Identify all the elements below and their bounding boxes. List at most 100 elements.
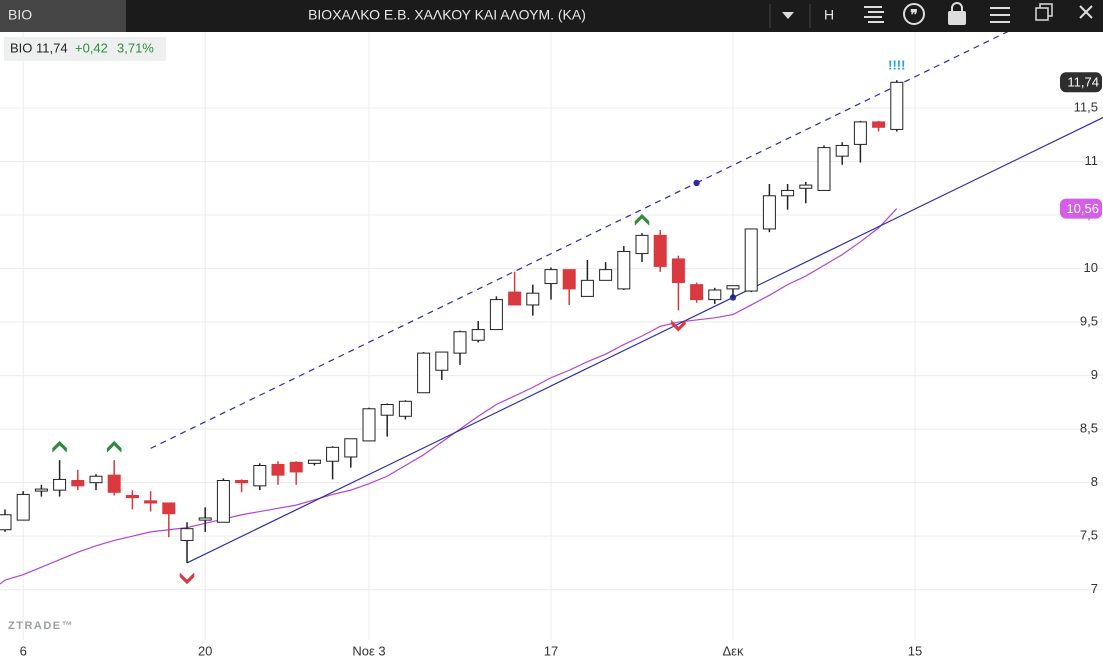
y-tick-label: 8,5 [1080,421,1098,436]
quote-button[interactable] [903,3,925,25]
candle-body [235,480,249,484]
candle-body [508,291,522,306]
candle-body [817,147,831,191]
y-tick-label: 7,5 [1080,528,1098,543]
candle-body [180,528,194,541]
candle-body [162,502,176,515]
candle-body [690,284,704,301]
y-tick-label: 10 [1084,260,1098,275]
annotation: !!!! [888,58,905,73]
y-tick-label: 11,5 [1074,99,1098,114]
candle-body [453,331,467,354]
trendline-extension [696,32,1009,184]
candle-body [107,474,121,493]
lock-button[interactable] [948,2,966,25]
candle-body [890,81,904,130]
quote-icon: ❞ [910,7,918,23]
candle-body [53,478,67,491]
candle-body [380,404,394,416]
candle-body [762,195,776,230]
candle-body [726,285,740,290]
hamburger-button[interactable] [990,7,1010,23]
symbol-tab[interactable] [0,0,126,32]
menu-lines-button[interactable] [864,6,884,23]
y-tick-label: 7 [1091,581,1098,596]
candle-body [580,279,594,297]
candle-body [71,480,85,487]
candle-body [34,488,48,492]
x-tick-label: 15 [908,643,922,658]
x-tick-label: 6 [20,643,27,658]
candle-body [16,493,30,521]
trendline-extension [732,116,1103,299]
candle-body [799,184,813,189]
candle-body [471,329,485,341]
candle-body [671,258,685,283]
x-tick-label: Δεκ [723,643,744,658]
candle-body [617,250,631,290]
sell-signal [179,572,195,585]
quote-change-pct: 3,71% [117,40,154,55]
y-tick-label: 9,5 [1080,314,1098,329]
candle-body [253,465,267,487]
symbol-input[interactable]: BIO [8,7,32,23]
candle-body [398,400,412,417]
sell-signal [671,319,686,332]
moving-average [4,208,898,581]
candle-body [708,289,722,301]
candle-body [781,189,795,197]
candle-body [144,500,158,504]
quote-symbol: BIO [10,40,32,55]
candle-body [599,269,613,281]
buy-signal [634,213,650,226]
candle-body [744,228,758,292]
quote-change: +0,42 [75,40,108,55]
candle-body [853,121,867,145]
candle-body [435,351,449,371]
candle-body [271,463,285,476]
candle-body [653,234,667,267]
candle-body [289,461,303,473]
trendline [186,296,734,564]
close-button[interactable] [1079,5,1093,19]
watermark: ZTRADE™ [8,620,74,632]
last-price-badge-bg [1060,72,1102,93]
candle-body [635,234,649,255]
candle-body [216,480,230,523]
buy-signal [52,440,67,453]
last-price-badge: 11,74 [1067,75,1099,90]
quote-last: 11,74 [36,40,68,55]
quote-chip [4,37,166,61]
ma-badge-bg [1060,198,1102,219]
moving-average-edge [0,579,6,585]
trendline-anchor [693,179,700,187]
candle-body [489,299,503,331]
candle-body [872,121,886,128]
window-button[interactable] [1035,3,1053,21]
dropdown-button[interactable] [782,12,794,19]
x-tick-label: 17 [544,643,558,658]
y-tick-label: 8 [1091,474,1098,489]
instrument-title: ΒΙΟΧΑΛΚΟ Ε.Β. ΧΑΛΚΟΥ ΚΑΙ ΑΛΟΥΜ. (ΚΑ) [308,7,586,23]
y-tick-label: 9 [1091,367,1098,382]
candle-body [562,269,576,290]
candle-body [526,292,540,306]
x-tick-label: Νοε 3 [352,643,385,658]
plot-area: !!!! [0,32,1103,640]
candle-body [307,459,321,464]
candle-body [125,494,139,499]
candle-body [198,517,212,521]
candle-body [417,352,431,394]
candle-body [89,475,103,484]
candle-body [326,446,340,462]
ma-badge: 10,56 [1066,201,1099,216]
candle-body [362,408,376,442]
period-button[interactable]: H [824,7,834,23]
candle-body [344,438,358,458]
y-tick-label: 11 [1085,153,1099,168]
candle-body [544,269,558,285]
x-tick-label: 20 [198,643,212,658]
trendline [150,182,697,449]
